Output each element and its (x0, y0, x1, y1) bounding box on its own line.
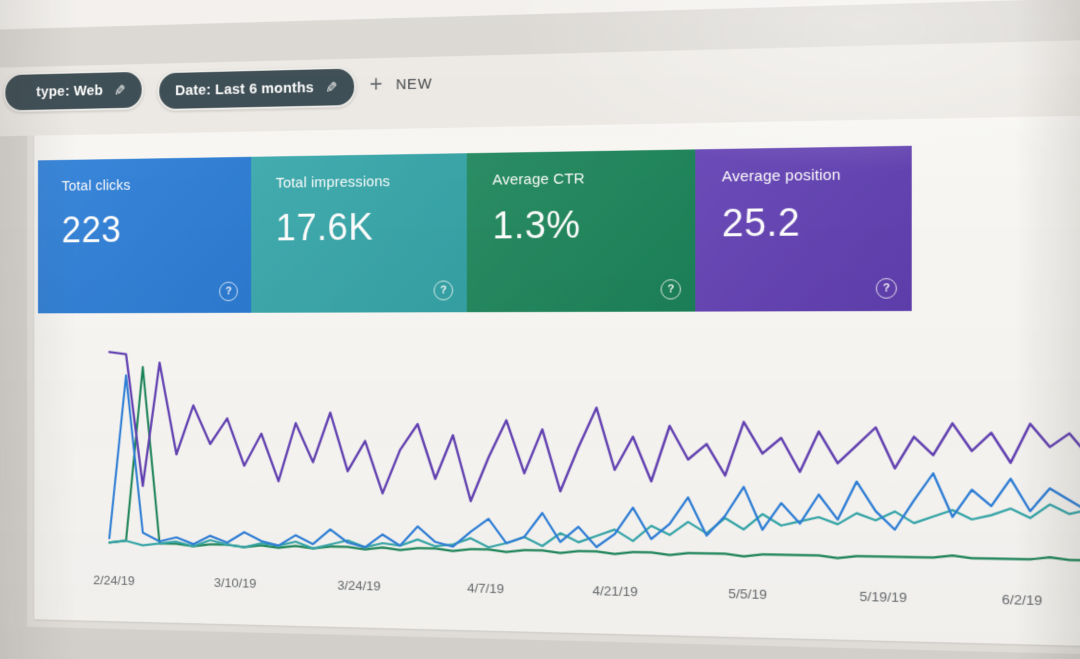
date-range-filter-chip[interactable]: Date: Last 6 months ✎ (157, 66, 356, 112)
metric-card-average-position[interactable]: Average position 25.2 ? (695, 145, 912, 312)
filter-chip-label: Date: Last 6 months (175, 79, 315, 100)
filter-chip-label: type: Web (36, 82, 104, 101)
metric-card-average-ctr[interactable]: Average CTR 1.3% ? (466, 149, 696, 313)
metric-value: 17.6K (275, 207, 374, 250)
new-filter-label: NEW (395, 75, 433, 94)
metric-label: Average CTR (492, 170, 585, 189)
plus-icon: + (369, 70, 384, 97)
x-axis-tick: 3/24/19 (337, 577, 381, 594)
help-icon[interactable]: ? (219, 281, 238, 302)
metric-label: Total clicks (61, 177, 131, 195)
metric-value: 1.3% (492, 204, 581, 248)
metric-label: Total impressions (275, 173, 391, 192)
edit-pencil-icon: ✎ (325, 79, 338, 97)
x-axis-tick: 6/2/19 (1001, 591, 1043, 609)
metric-cards-row: Total clicks 223 ? Total impressions 17.… (37, 145, 912, 314)
x-axis-tick: 3/10/19 (213, 575, 257, 591)
x-axis-tick: 2/24/19 (93, 572, 135, 588)
x-axis-tick: 5/19/19 (859, 588, 907, 606)
chart-line-total-impressions (109, 477, 1080, 563)
help-icon[interactable]: ? (660, 279, 681, 300)
metric-label: Average position (721, 166, 841, 186)
chart-line-average-position (109, 352, 1080, 510)
new-filter-button[interactable]: + NEW (369, 70, 433, 97)
performance-line-chart (27, 321, 1080, 584)
chart-line-average-ctr (109, 367, 1080, 563)
x-axis-tick: 4/7/19 (467, 580, 505, 597)
metric-card-total-clicks[interactable]: Total clicks 223 ? (37, 156, 252, 314)
x-axis-tick: 4/21/19 (592, 583, 638, 600)
metric-card-total-impressions[interactable]: Total impressions 17.6K ? (251, 153, 467, 313)
chart-line-total-clicks (109, 375, 1080, 560)
search-type-filter-chip[interactable]: type: Web ✎ (3, 69, 144, 113)
edit-pencil-icon: ✎ (114, 82, 126, 99)
help-icon[interactable]: ? (875, 278, 897, 299)
metric-value: 25.2 (721, 201, 801, 246)
help-icon[interactable]: ? (433, 280, 454, 301)
x-axis-tick: 5/5/19 (728, 585, 767, 603)
metric-value: 223 (61, 210, 122, 252)
